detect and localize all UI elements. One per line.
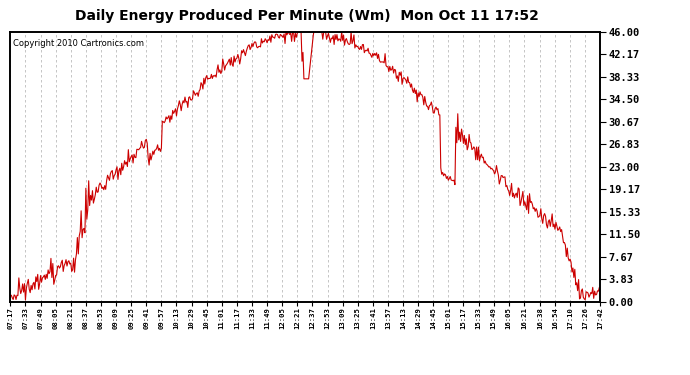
Text: Daily Energy Produced Per Minute (Wm)  Mon Oct 11 17:52: Daily Energy Produced Per Minute (Wm) Mo… [75, 9, 539, 23]
Text: Copyright 2010 Cartronics.com: Copyright 2010 Cartronics.com [13, 39, 144, 48]
